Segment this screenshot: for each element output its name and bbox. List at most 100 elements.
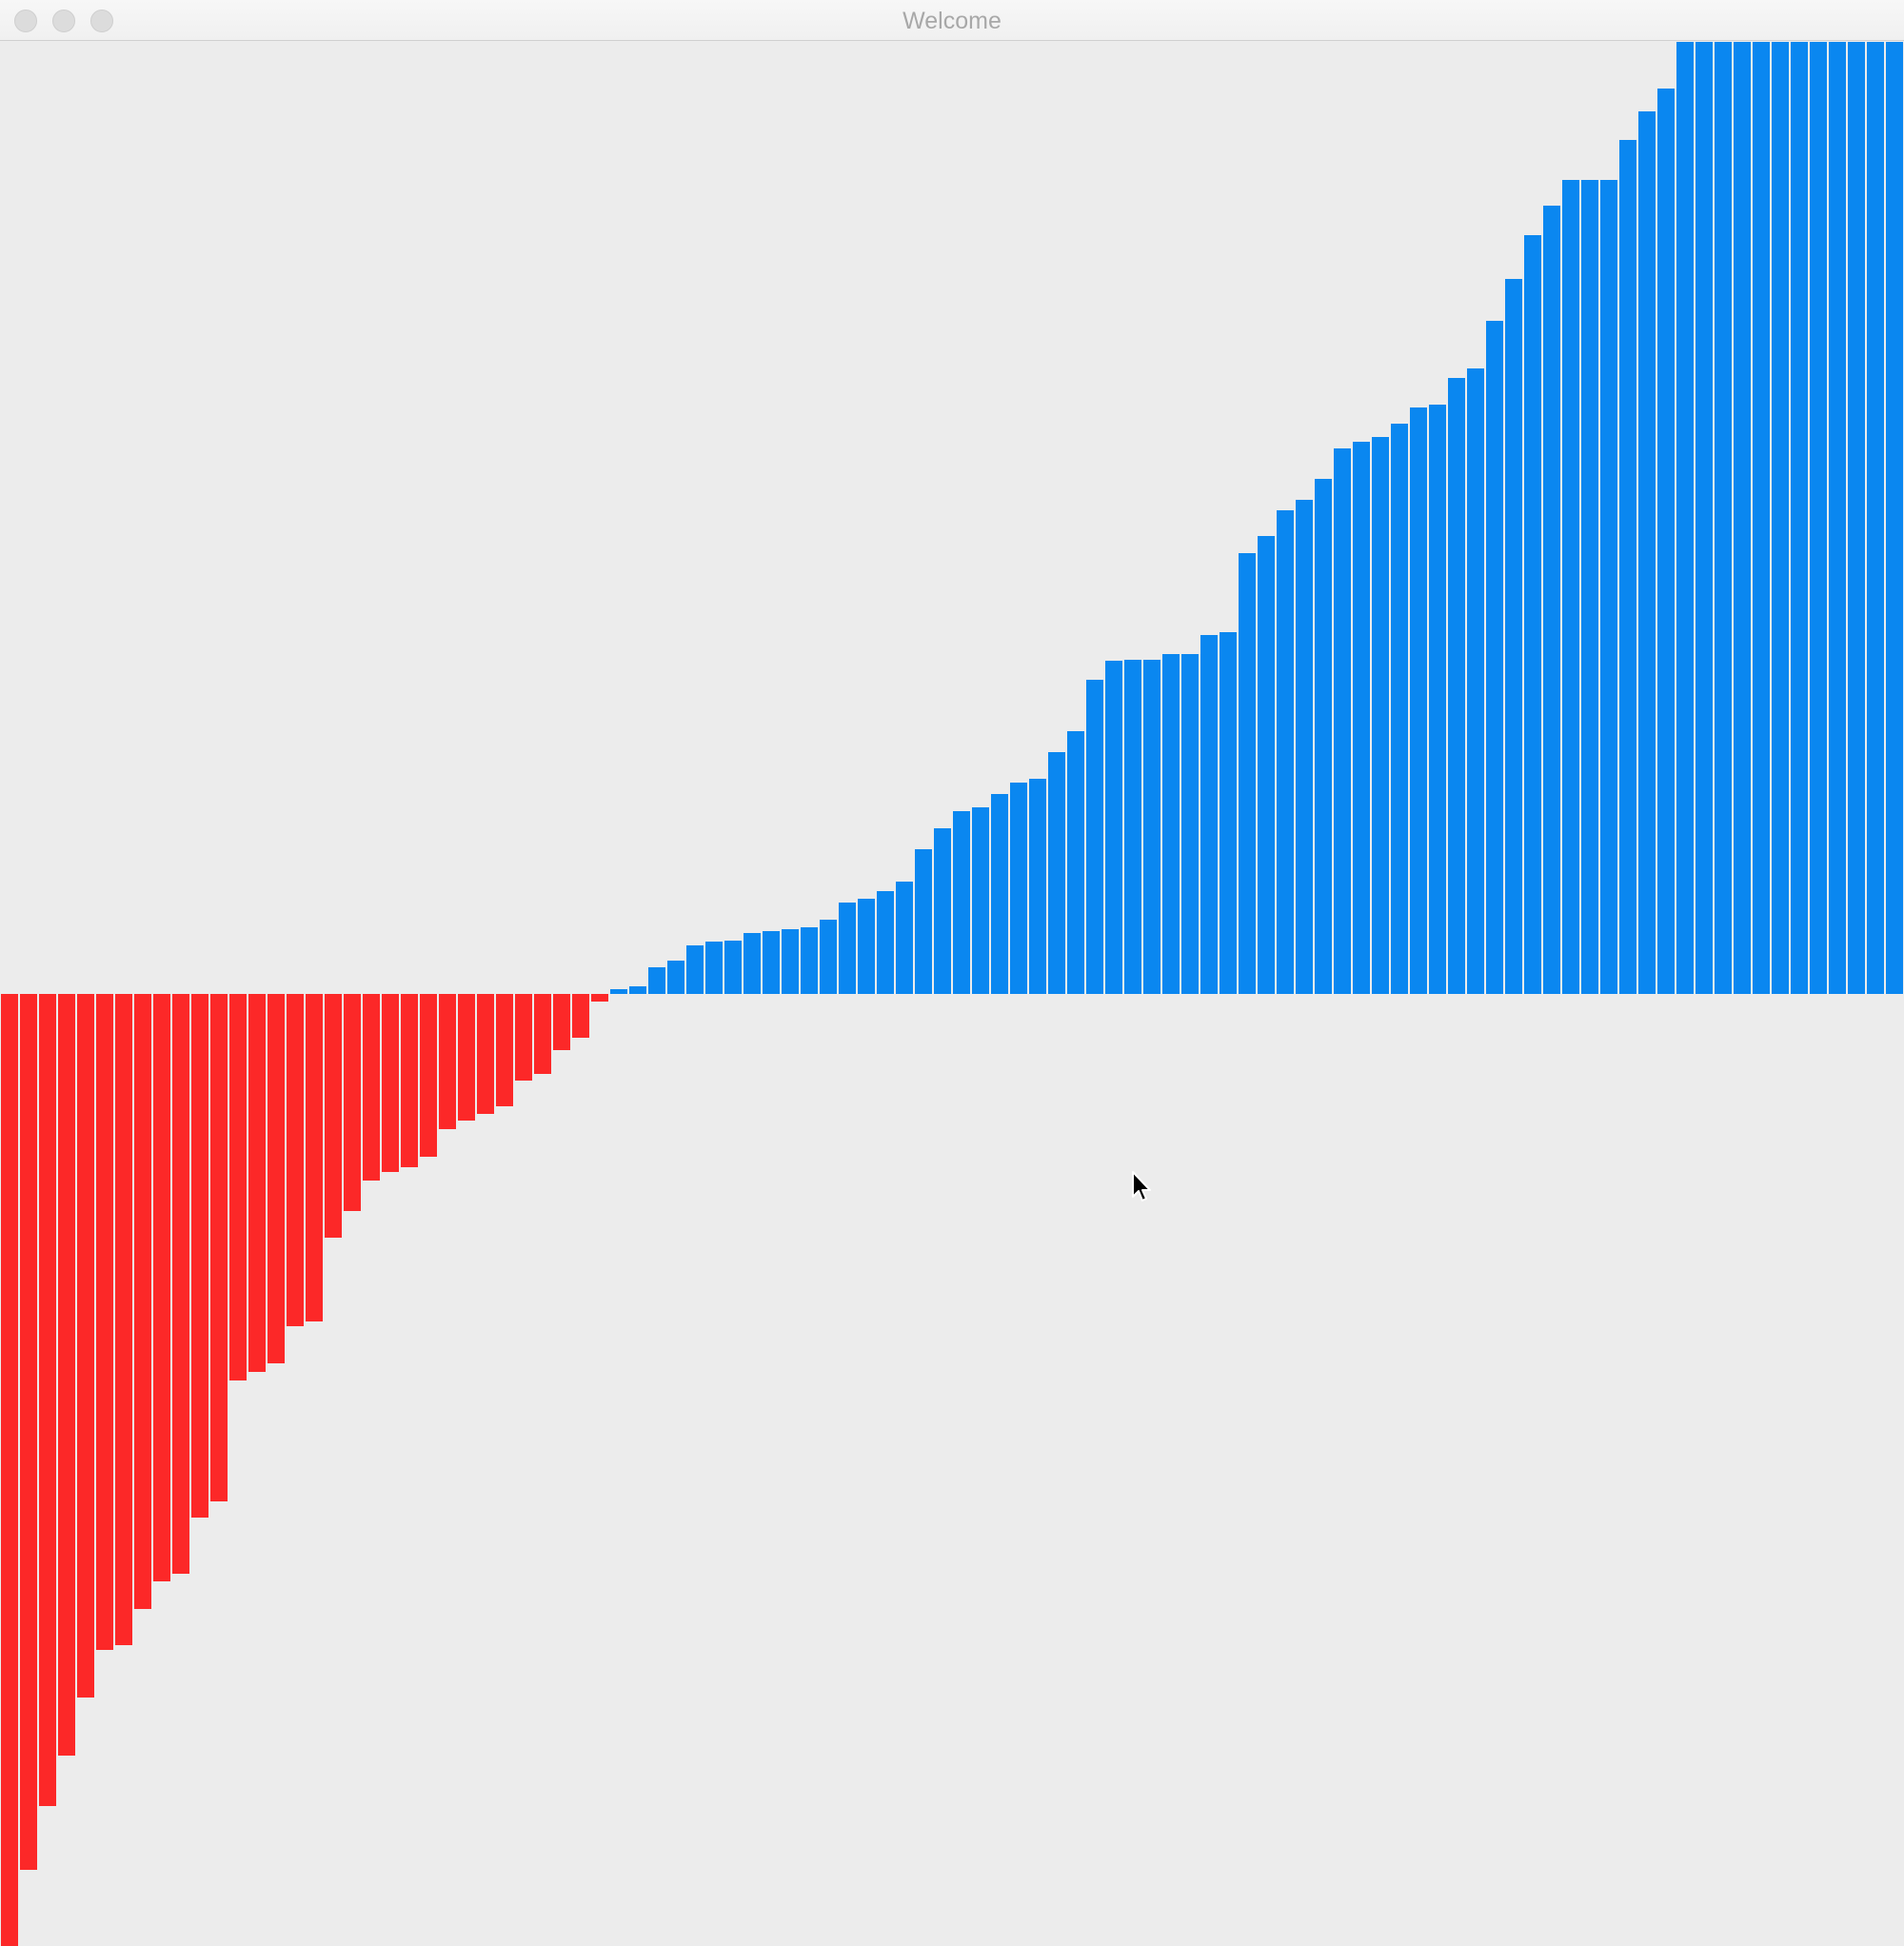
bar-94 <box>1772 42 1789 994</box>
bar-88 <box>1657 89 1675 994</box>
bar-71 <box>1334 448 1351 994</box>
bar-22 <box>401 994 418 1167</box>
bar-83 <box>1562 180 1579 994</box>
bar-66 <box>1239 553 1256 994</box>
bar-81 <box>1524 235 1541 994</box>
bar-60 <box>1124 660 1141 994</box>
bar-89 <box>1676 42 1694 994</box>
bar-35 <box>648 967 665 994</box>
bar-90 <box>1696 42 1713 994</box>
bar-68 <box>1277 510 1294 994</box>
bar-10 <box>172 994 189 1574</box>
bar-41 <box>763 931 780 994</box>
bar-54 <box>1010 783 1027 994</box>
bar-75 <box>1410 407 1427 994</box>
bar-95 <box>1791 42 1808 994</box>
bar-39 <box>724 941 742 994</box>
bar-18 <box>325 994 342 1238</box>
bar-37 <box>686 945 704 994</box>
bar-82 <box>1543 206 1560 994</box>
bar-56 <box>1048 752 1065 994</box>
minimize-window-button[interactable] <box>52 10 75 32</box>
bar-79 <box>1486 321 1503 994</box>
bar-63 <box>1181 654 1199 994</box>
bar-64 <box>1200 635 1218 994</box>
bar-55 <box>1029 779 1046 994</box>
bar-34 <box>629 986 646 994</box>
bar-99 <box>1867 42 1884 994</box>
bar-57 <box>1067 731 1084 994</box>
bar-49 <box>915 849 932 994</box>
bar-20 <box>363 994 380 1181</box>
bar-84 <box>1581 180 1598 994</box>
bar-69 <box>1296 500 1313 994</box>
bar-4 <box>58 994 75 1756</box>
bar-72 <box>1353 442 1370 994</box>
bar-6 <box>96 994 113 1650</box>
bar-26 <box>477 994 494 1114</box>
bar-44 <box>820 920 837 994</box>
bar-chart-canvas <box>1 42 1903 1946</box>
bar-46 <box>858 899 875 994</box>
bar-91 <box>1715 42 1732 994</box>
bar-13 <box>229 994 247 1380</box>
bar-11 <box>191 994 208 1518</box>
mouse-pointer-icon <box>1132 1171 1151 1201</box>
bar-19 <box>344 994 361 1211</box>
bar-78 <box>1467 368 1484 994</box>
bar-32 <box>591 994 608 1002</box>
bar-14 <box>248 994 266 1372</box>
bar-62 <box>1162 654 1180 994</box>
bar-70 <box>1315 479 1332 994</box>
bar-74 <box>1391 424 1408 994</box>
bar-53 <box>991 794 1008 994</box>
bar-52 <box>972 807 989 994</box>
bar-65 <box>1220 632 1237 994</box>
bar-9 <box>153 994 170 1581</box>
bar-17 <box>306 994 323 1321</box>
bar-77 <box>1448 378 1465 994</box>
bar-2 <box>20 994 37 1870</box>
bar-61 <box>1143 660 1160 994</box>
bar-48 <box>896 882 913 994</box>
bar-58 <box>1086 680 1103 994</box>
close-window-button[interactable] <box>14 10 37 32</box>
bar-98 <box>1848 42 1865 994</box>
bar-51 <box>953 811 970 994</box>
bar-1 <box>1 994 18 1946</box>
bar-8 <box>134 994 151 1609</box>
bar-33 <box>610 989 627 994</box>
bar-15 <box>268 994 285 1363</box>
bar-31 <box>572 994 589 1038</box>
bar-85 <box>1600 180 1617 994</box>
bar-25 <box>458 994 475 1121</box>
bar-96 <box>1810 42 1827 994</box>
zoom-window-button[interactable] <box>90 10 113 32</box>
bar-21 <box>382 994 399 1172</box>
bar-36 <box>667 961 684 994</box>
bar-23 <box>420 994 437 1157</box>
bar-67 <box>1258 536 1275 994</box>
bar-80 <box>1505 279 1522 994</box>
bar-43 <box>801 927 818 994</box>
bar-5 <box>77 994 94 1698</box>
bar-93 <box>1753 42 1770 994</box>
title-bar[interactable]: Welcome <box>0 0 1904 41</box>
bar-87 <box>1638 111 1656 994</box>
bar-30 <box>553 994 570 1050</box>
bar-40 <box>744 933 761 994</box>
bar-series <box>1 42 1903 1946</box>
bar-59 <box>1105 661 1122 994</box>
bar-7 <box>115 994 132 1645</box>
bar-86 <box>1619 140 1636 994</box>
bar-27 <box>496 994 513 1106</box>
bar-76 <box>1429 405 1446 994</box>
bar-24 <box>439 994 456 1129</box>
bar-12 <box>210 994 228 1501</box>
bar-28 <box>515 994 532 1081</box>
bar-50 <box>934 828 951 994</box>
bar-47 <box>877 891 894 994</box>
bar-42 <box>782 929 799 994</box>
bar-16 <box>287 994 304 1326</box>
